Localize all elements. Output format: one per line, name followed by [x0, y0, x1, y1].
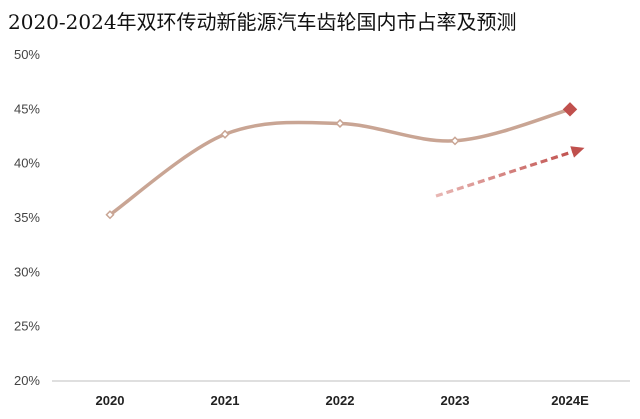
trend-arrow-shaft	[435, 149, 576, 198]
x-tick-label: 2021	[211, 393, 240, 408]
data-point	[450, 136, 460, 146]
y-tick-label: 25%	[14, 319, 40, 334]
y-tick-label: 30%	[14, 264, 40, 279]
trend-arrow	[435, 146, 585, 198]
x-axis: 2020 2021 2022 2023 2024E	[52, 380, 630, 408]
data-point	[220, 129, 230, 139]
y-tick-label: 40%	[14, 156, 40, 171]
x-tick-label: 2022	[326, 393, 355, 408]
y-tick-label: 45%	[14, 101, 40, 116]
x-tick-label: 2024E	[551, 393, 589, 408]
data-point	[105, 210, 115, 220]
y-tick-label: 35%	[14, 210, 40, 225]
data-markers	[105, 102, 578, 220]
trend-arrow-head	[570, 146, 585, 158]
chart-title: 2020-2024年双环传动新能源汽车齿轮国内市占率及预测	[8, 10, 517, 34]
x-tick-label: 2020	[96, 393, 125, 408]
data-point-projected	[562, 102, 578, 117]
y-tick-label: 20%	[14, 373, 40, 388]
y-axis: 20% 25% 30% 35% 40% 45% 50%	[14, 47, 40, 388]
x-tick-label: 2023	[441, 393, 470, 408]
data-point	[335, 118, 345, 129]
y-tick-label: 50%	[14, 47, 40, 62]
